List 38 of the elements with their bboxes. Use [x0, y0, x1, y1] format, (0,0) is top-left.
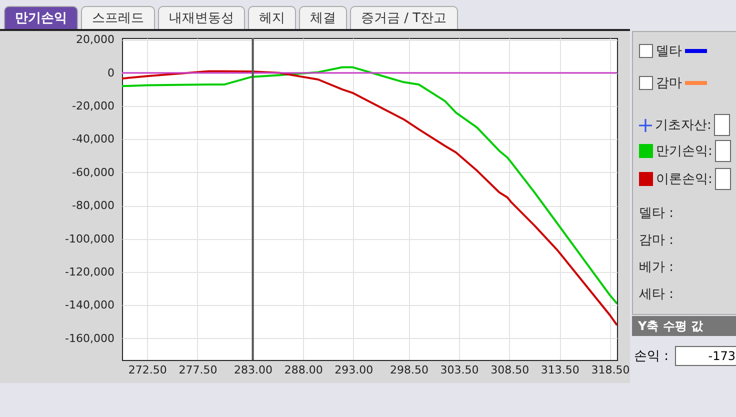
- x-tick-label: 298.50: [390, 364, 428, 376]
- text: 델타: [656, 43, 682, 60]
- text: 감마: [656, 75, 682, 92]
- x-tick-label: 283.00: [234, 364, 273, 376]
- legend-label: 이론손익:: [656, 171, 712, 188]
- y-tick-label: -140,000: [65, 298, 114, 312]
- text: 감마 :: [639, 232, 674, 249]
- text: -173: [674, 346, 736, 366]
- y-tick-label: -100,000: [65, 232, 114, 246]
- text: Y축 수평 값: [632, 316, 736, 336]
- y-tick-label: -120,000: [65, 266, 114, 279]
- x-tick-label: 277.50: [178, 364, 218, 376]
- y-tick-label: -20,000: [72, 100, 114, 113]
- text: 증거금 / T잔고: [350, 6, 458, 29]
- y-tick-label: -160,000: [65, 332, 114, 345]
- text: 델타 :: [639, 205, 674, 222]
- text: 내재변동성: [158, 6, 245, 29]
- text: 체결: [299, 6, 347, 29]
- text: 기초자산:: [655, 117, 712, 134]
- legend-label: 만기손익:: [656, 143, 712, 160]
- x-tick-label: 293.00: [334, 364, 374, 376]
- text: 만기손익: [4, 6, 78, 29]
- y-tick-label: -40,000: [72, 132, 114, 146]
- x-tick-label: 308.50: [490, 364, 530, 376]
- y-tick-label: 0: [108, 66, 114, 80]
- x-tick-label: 318.50: [591, 364, 630, 376]
- x-tick-label: 272.50: [128, 364, 167, 376]
- text: 세타 :: [639, 286, 674, 303]
- x-tick-label: 313.50: [540, 364, 580, 376]
- y-tick-label: -80,000: [72, 199, 114, 212]
- text: 베가 :: [639, 259, 674, 276]
- text: 손익 :: [634, 348, 669, 365]
- y-tick-label: -60,000: [72, 166, 114, 179]
- text: 헤지: [248, 6, 296, 29]
- x-tick-label: 288.00: [284, 364, 323, 376]
- x-tick-label: 303.50: [440, 364, 479, 376]
- y-tick-label: 20,000: [76, 33, 114, 46]
- text: 스프레드: [81, 6, 155, 29]
